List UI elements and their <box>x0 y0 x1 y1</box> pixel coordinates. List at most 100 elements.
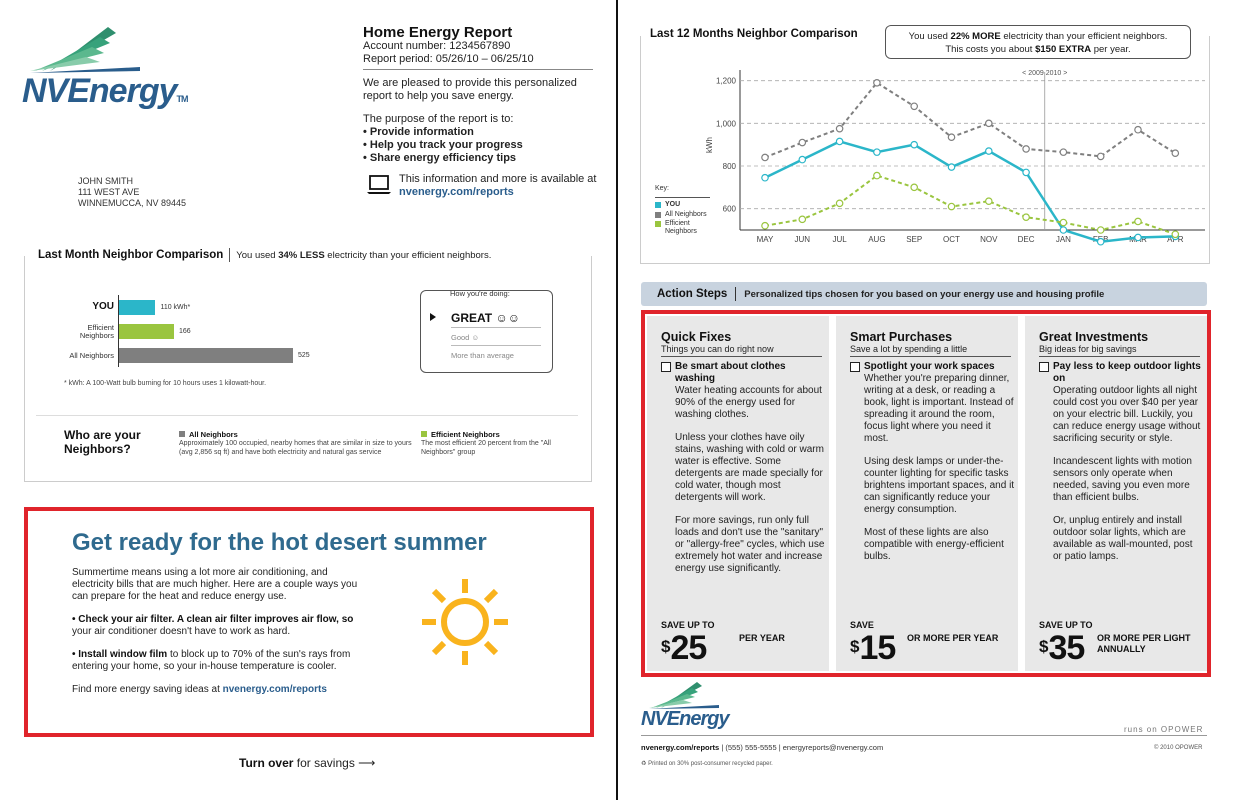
pointer-icon <box>430 313 436 321</box>
summer-title: Get ready for the hot desert summer <box>72 529 487 556</box>
tip-paragraph: For more savings, run only full loads an… <box>675 515 825 574</box>
data-point <box>798 215 807 224</box>
rating-great: GREAT ☺☺ <box>451 311 520 325</box>
column-subtitle: Things you can do right now <box>661 344 822 357</box>
x-tick-label: SEP <box>906 235 922 244</box>
tip-checkbox-row[interactable]: Spotlight your work spaces <box>850 361 1015 373</box>
data-point <box>761 153 769 162</box>
year-divider-label: < 2009 2010 > <box>1022 70 1067 77</box>
summer-tips-box <box>24 507 594 737</box>
purpose-item: Provide information <box>363 126 598 139</box>
logo-swoosh-icon <box>30 27 140 73</box>
column-title: Smart Purchases <box>850 330 953 344</box>
summer-link[interactable]: nvenergy.com/reports <box>222 684 327 695</box>
data-point <box>1171 230 1180 239</box>
quick-fixes-column: Quick Fixes Things you can do right now … <box>647 316 829 671</box>
page-divider <box>616 0 618 800</box>
rating-good: Good ☺ <box>451 333 480 342</box>
footer-link[interactable]: nvenergy.com/reports <box>641 743 720 752</box>
reports-link[interactable]: nvenergy.com/reports <box>399 186 514 198</box>
tip-paragraph: Unless your clothes have oily stains, wa… <box>675 432 824 503</box>
rating-divider <box>451 327 541 328</box>
x-tick-label: JUL <box>832 235 847 244</box>
data-point <box>1022 213 1030 222</box>
data-point <box>1134 217 1142 226</box>
laptop-icon <box>367 175 391 194</box>
y-tick-label: 1,000 <box>716 119 737 128</box>
section-divider <box>36 415 578 416</box>
action-steps-subtitle: Personalized tips chosen for you based o… <box>744 288 1105 300</box>
data-point <box>1059 218 1068 227</box>
bar-efficient-neighbors <box>119 324 175 339</box>
tip-paragraph: Or, unplug entirely and install outdoor … <box>1053 515 1193 562</box>
x-tick-label: AUG <box>868 235 885 244</box>
tip-paragraph: Whether you're preparing dinner, writing… <box>864 373 1014 444</box>
report-period: Report period: 05/26/10 – 06/25/10 <box>363 53 534 65</box>
tip-checkbox-row[interactable]: Be smart about clothes washing <box>661 361 826 385</box>
column-subtitle: Big ideas for big savings <box>1039 344 1200 357</box>
bar-category-label: All Neighbors <box>69 351 114 360</box>
summer-tip-film: • Install window film to block up to 70%… <box>72 649 351 672</box>
data-point <box>873 148 881 156</box>
how-doing-label: How you're doing: <box>450 289 510 298</box>
x-tick-label: MAY <box>757 235 774 244</box>
all-neighbors-definition: All Neighbors Approximately 100 occupied… <box>179 430 412 456</box>
efficient-neighbors-definition: Efficient Neighbors The most efficient 2… <box>421 430 551 456</box>
mailing-address: JOHN SMITH 111 WEST AVE WINNEMUCCA, NV 8… <box>78 176 186 209</box>
kwh-footnote: * kWh: A 100-Watt bulb burning for 10 ho… <box>64 380 267 387</box>
bar-all-neighbors <box>119 348 293 363</box>
data-point <box>873 171 881 180</box>
rating-divider <box>451 345 541 346</box>
x-tick-label: JAN <box>1056 235 1071 244</box>
data-point <box>1096 226 1105 234</box>
intro-paragraph: We are pleased to provide this personali… <box>363 77 577 102</box>
y-tick-label: 1,200 <box>716 77 737 86</box>
data-point <box>1096 237 1105 246</box>
data-point <box>798 155 807 164</box>
data-point <box>947 202 956 211</box>
checkbox[interactable] <box>1039 362 1049 372</box>
smart-purchases-column: Smart Purchases Save a lot by spending a… <box>836 316 1018 671</box>
data-point <box>1059 148 1068 156</box>
twelve-month-title: Last 12 Months Neighbor Comparison <box>650 28 864 40</box>
gray-square-icon <box>179 431 185 437</box>
address-name: JOHN SMITH <box>78 176 133 186</box>
column-subtitle: Save a lot by spending a little <box>850 344 1011 357</box>
data-point <box>984 119 993 128</box>
twelve-month-panel <box>640 36 1210 264</box>
data-point <box>761 173 769 182</box>
data-point <box>1134 233 1142 242</box>
x-tick-label: DEC <box>1018 235 1035 244</box>
green-square-icon <box>655 221 661 227</box>
recycled-note: ♻ Printed on 30% post-consumer recycled … <box>641 761 773 767</box>
logo-text: NVEnergyTM <box>22 72 189 110</box>
footer-divider <box>641 735 1207 736</box>
summer-more: Find more energy saving ideas at nvenerg… <box>72 684 327 695</box>
action-steps-title: Action Steps <box>657 288 728 300</box>
header-divider <box>363 69 593 70</box>
purpose-lead: The purpose of the report is to: <box>363 113 514 125</box>
tip-checkbox-row[interactable]: Pay less to keep outdoor lights on <box>1039 361 1204 385</box>
savings-amount: SAVE UP TO $35 OR MORE PER LIGHT ANNUALL… <box>1039 620 1191 667</box>
turn-over-note: Turn over for savings ⟶ <box>239 756 376 770</box>
last-month-subtitle: You used 34% LESS electricity than your … <box>236 249 492 261</box>
series-line-all-neighbors <box>764 81 1176 159</box>
checkbox[interactable] <box>850 362 860 372</box>
address-city: WINNEMUCCA, NV 89445 <box>78 198 187 208</box>
green-square-icon <box>421 431 427 437</box>
summer-body: Summertime means using a lot more air co… <box>72 567 372 707</box>
column-title: Quick Fixes <box>661 330 732 344</box>
sun-icon <box>422 579 508 665</box>
tip-paragraph: Incandescent lights with motion sensors … <box>1053 456 1192 503</box>
data-point <box>1134 125 1142 134</box>
recycle-icon: ♻ <box>641 761 647 767</box>
checkbox[interactable] <box>661 362 671 372</box>
action-steps-header: Action Steps Personalized tips chosen fo… <box>641 282 1207 306</box>
data-point <box>835 199 844 208</box>
bar-category-label: Efficient Neighbors <box>79 323 114 340</box>
tip-paragraph: Water heating accounts for about 90% of … <box>675 385 822 420</box>
gray-square-icon <box>655 212 661 218</box>
data-point <box>910 140 919 149</box>
data-point <box>1171 149 1180 158</box>
intro-text: We are pleased to provide this personali… <box>363 77 598 165</box>
